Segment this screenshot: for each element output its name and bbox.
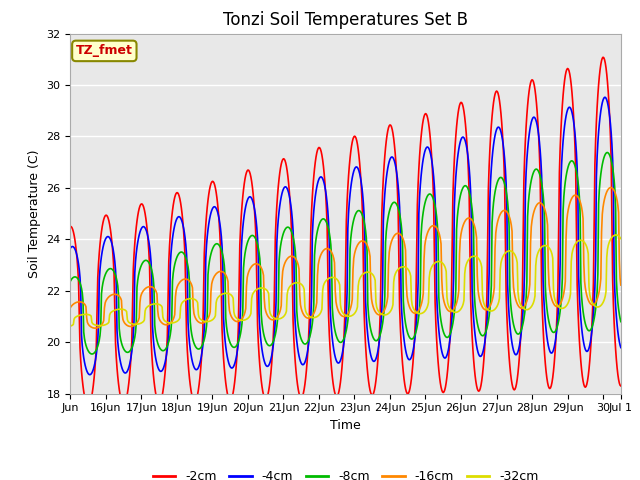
-4cm	[187, 352, 195, 358]
-8cm	[187, 326, 195, 332]
-4cm	[86, 372, 93, 378]
Line: -8cm: -8cm	[70, 153, 621, 354]
-2cm	[346, 163, 353, 169]
-32cm	[617, 236, 625, 241]
Y-axis label: Soil Temperature (C): Soil Temperature (C)	[28, 149, 41, 278]
-16cm	[617, 282, 625, 288]
-8cm	[234, 339, 242, 345]
-2cm	[483, 293, 491, 299]
-2cm	[617, 383, 625, 389]
-32cm	[612, 232, 620, 238]
-16cm	[592, 300, 600, 305]
-32cm	[186, 296, 194, 301]
-8cm	[67, 278, 74, 284]
-8cm	[346, 298, 353, 303]
-2cm	[234, 325, 242, 331]
-2cm	[67, 224, 74, 229]
-16cm	[234, 319, 242, 324]
-4cm	[617, 345, 625, 350]
-4cm	[234, 340, 242, 346]
-32cm	[573, 240, 580, 245]
Legend: -2cm, -4cm, -8cm, -16cm, -32cm: -2cm, -4cm, -8cm, -16cm, -32cm	[148, 465, 543, 480]
-16cm	[187, 280, 195, 286]
-16cm	[67, 305, 74, 311]
-2cm	[187, 387, 195, 393]
-4cm	[483, 320, 491, 326]
-16cm	[91, 325, 99, 331]
-4cm	[592, 257, 600, 263]
-8cm	[573, 173, 581, 179]
X-axis label: Time: Time	[330, 419, 361, 432]
Line: -32cm: -32cm	[70, 235, 621, 326]
-2cm	[84, 403, 92, 408]
-2cm	[573, 282, 581, 288]
-4cm	[346, 199, 353, 205]
Title: Tonzi Soil Temperatures Set B: Tonzi Soil Temperatures Set B	[223, 11, 468, 29]
-8cm	[483, 325, 491, 331]
-32cm	[67, 323, 74, 329]
-16cm	[346, 309, 353, 314]
Line: -16cm: -16cm	[70, 188, 621, 328]
-16cm	[607, 185, 614, 191]
-4cm	[573, 165, 581, 171]
-16cm	[483, 307, 491, 312]
-8cm	[592, 306, 600, 312]
Line: -4cm: -4cm	[70, 97, 621, 375]
-32cm	[234, 316, 241, 322]
-32cm	[483, 305, 490, 311]
-32cm	[591, 303, 599, 309]
-32cm	[345, 313, 353, 319]
-8cm	[617, 319, 625, 324]
Line: -2cm: -2cm	[70, 57, 621, 406]
-8cm	[88, 351, 96, 357]
-2cm	[592, 137, 600, 143]
-16cm	[573, 193, 581, 199]
-4cm	[602, 95, 609, 100]
Text: TZ_fmet: TZ_fmet	[76, 44, 132, 58]
-2cm	[599, 54, 607, 60]
-8cm	[604, 150, 611, 156]
-4cm	[67, 245, 74, 251]
